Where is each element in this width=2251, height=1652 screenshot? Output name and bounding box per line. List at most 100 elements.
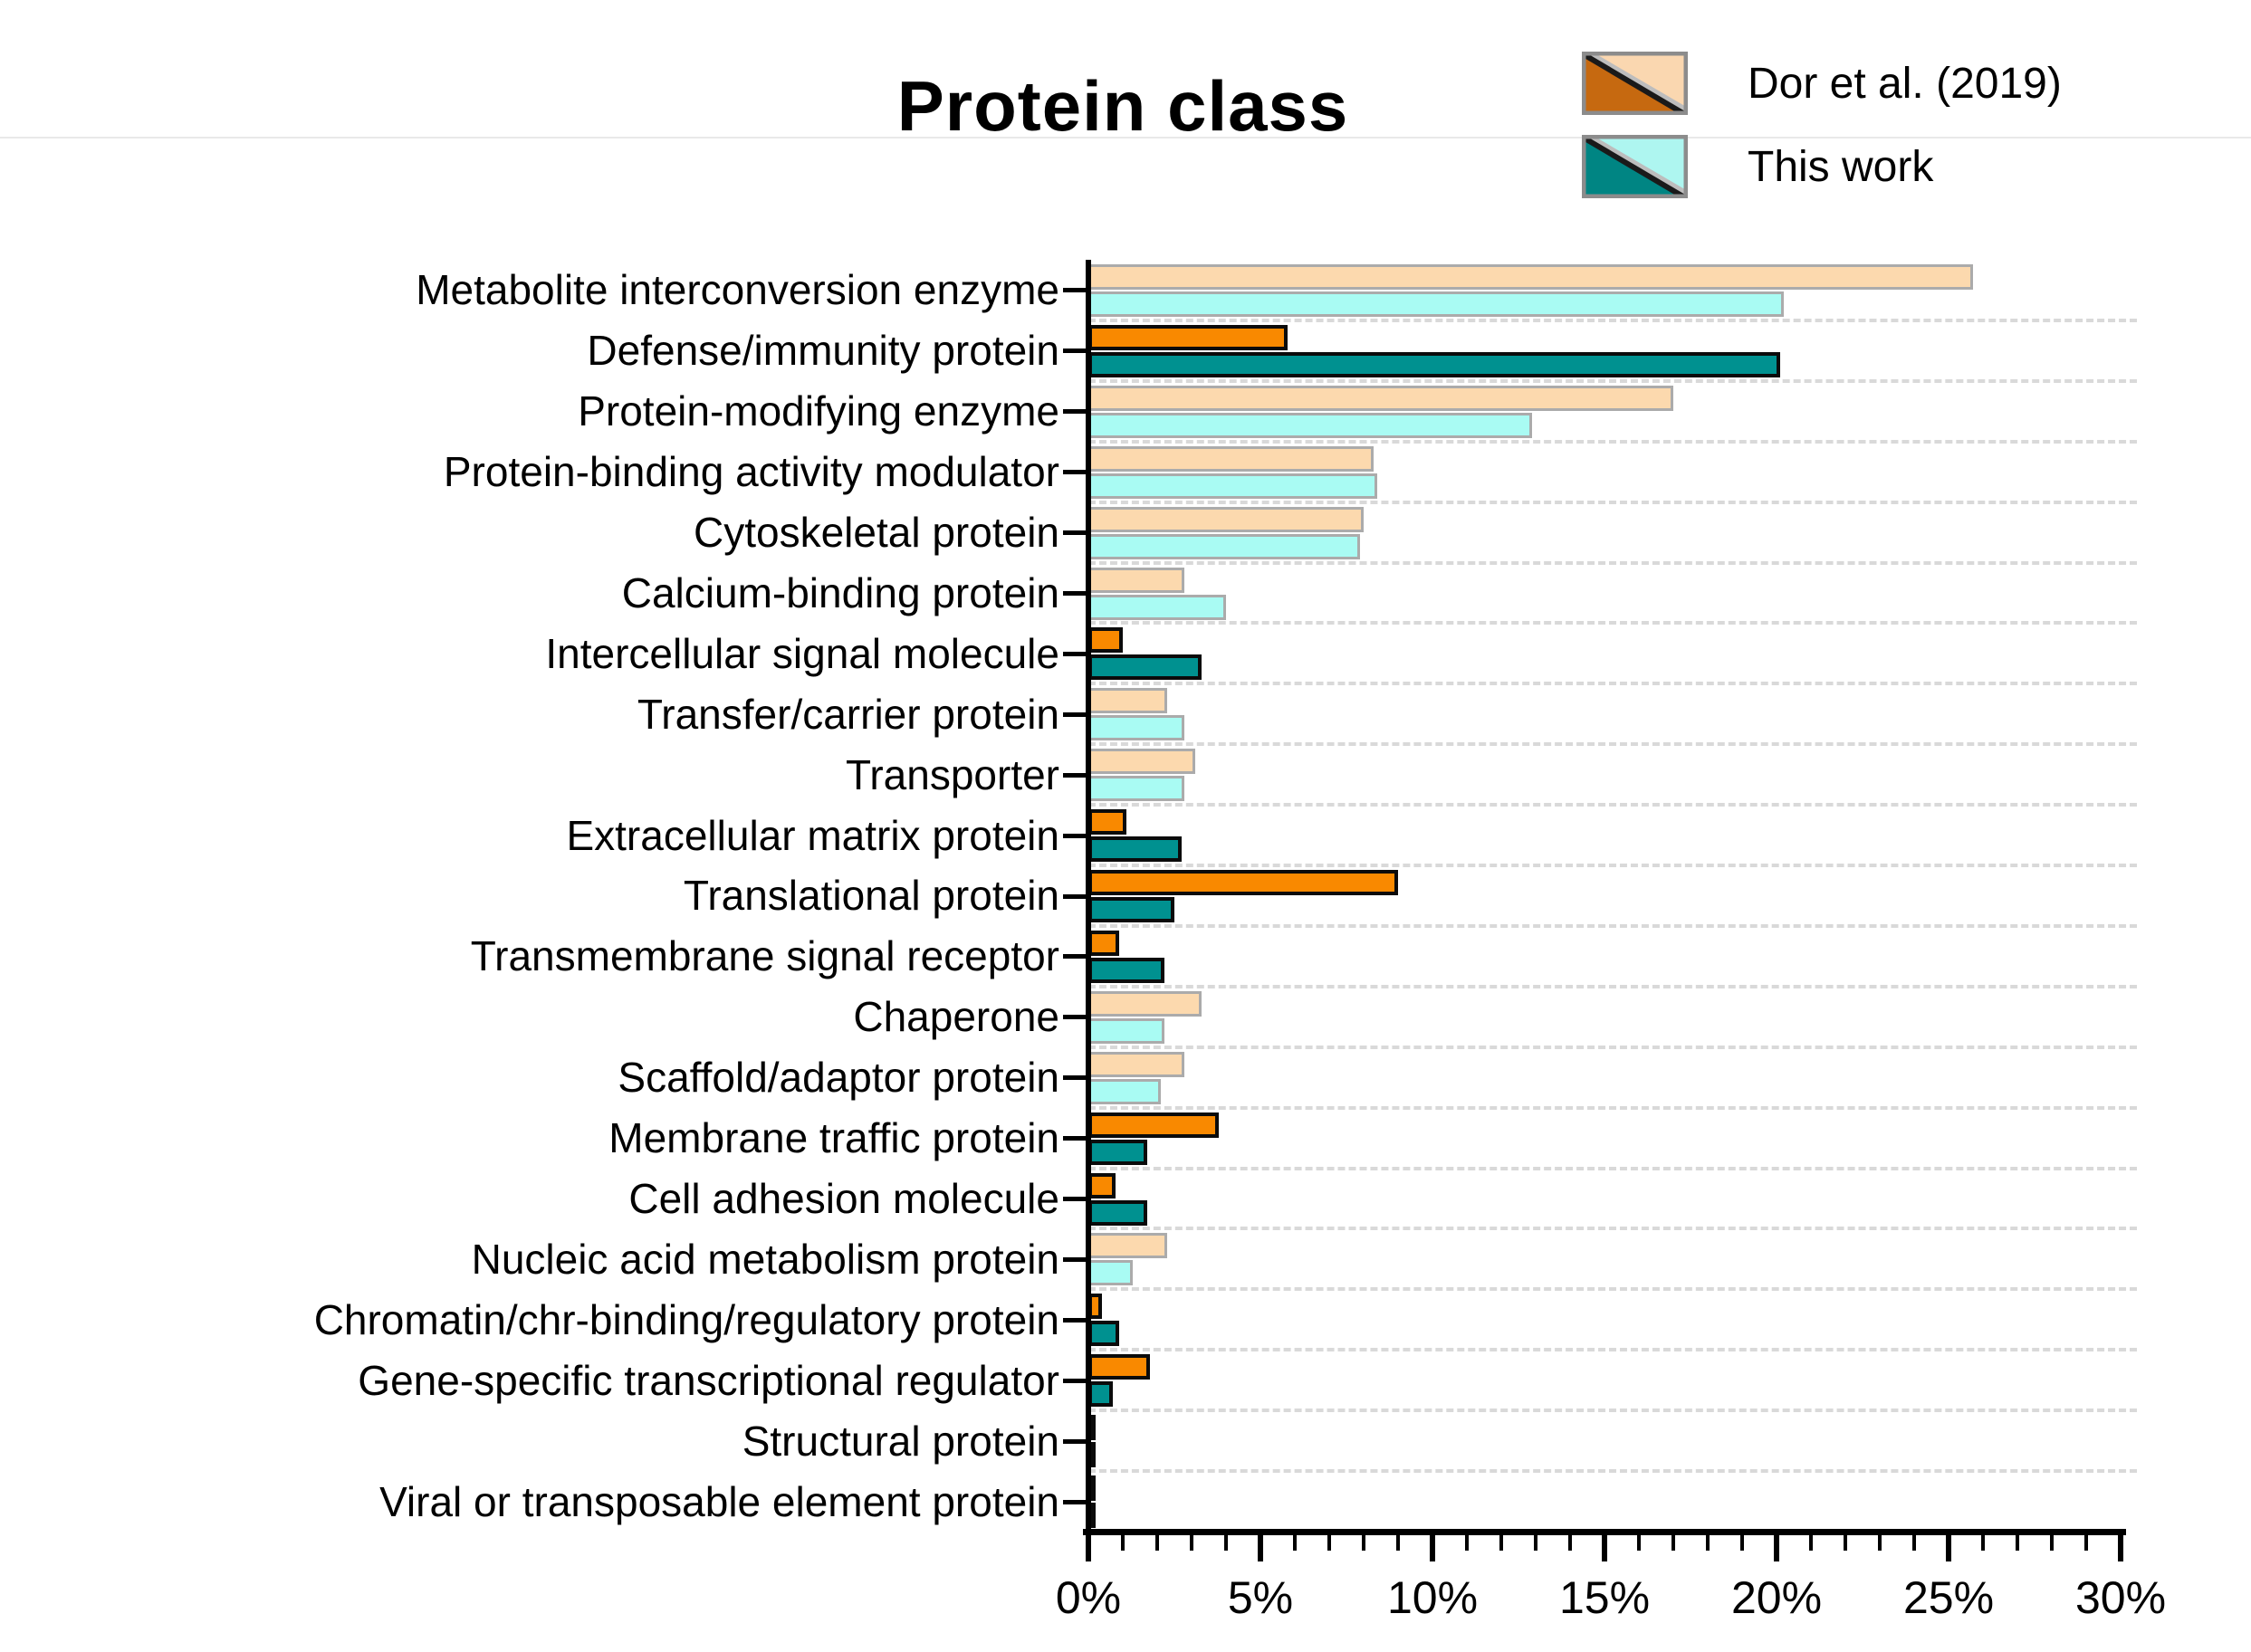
- bar-dor: [1088, 990, 1202, 1017]
- x-tick-minor: [1396, 1534, 1400, 1551]
- gridline: [1088, 500, 2137, 504]
- x-tick-minor: [1809, 1534, 1813, 1551]
- y-tick: [1063, 288, 1088, 293]
- gridline: [1088, 803, 2137, 807]
- gridline: [1088, 682, 2137, 686]
- y-tick: [1063, 833, 1088, 838]
- bar-dor: [1088, 1233, 1168, 1259]
- x-tick-minor: [1706, 1534, 1710, 1551]
- y-tick: [1063, 1499, 1088, 1504]
- y-tick: [1063, 1136, 1088, 1141]
- x-tick-label: 15%: [1558, 1572, 1651, 1623]
- x-tick-major: [1602, 1534, 1607, 1561]
- bar-this-work: [1088, 1199, 1147, 1226]
- y-tick: [1063, 1197, 1088, 1202]
- legend-item-dor: Dor et al. (2019): [1582, 52, 2062, 115]
- category-label: Chaperone: [853, 993, 1059, 1041]
- category-label: Structural protein: [742, 1417, 1059, 1465]
- bar-dor: [1088, 385, 1673, 411]
- bar-dor: [1088, 688, 1168, 714]
- y-tick: [1063, 1317, 1088, 1323]
- bar-dor: [1088, 506, 1364, 532]
- y-tick: [1063, 1378, 1088, 1383]
- x-tick-minor: [1121, 1534, 1125, 1551]
- x-tick-minor: [2084, 1534, 2088, 1551]
- background-faint-line: [0, 137, 2251, 138]
- x-tick-minor: [1327, 1534, 1331, 1551]
- bar-this-work: [1088, 654, 1202, 681]
- x-tick-major: [1258, 1534, 1263, 1561]
- bar-this-work: [1088, 957, 1164, 983]
- legend-item-this-work: This work: [1582, 135, 1933, 198]
- gridline: [1088, 984, 2137, 988]
- bar-dor: [1088, 324, 1288, 350]
- bar-this-work: [1088, 473, 1378, 499]
- bar-dor: [1088, 930, 1120, 956]
- x-tick-minor: [1465, 1534, 1469, 1551]
- gridline: [1088, 621, 2137, 625]
- y-tick: [1063, 1256, 1088, 1262]
- x-tick-major: [1774, 1534, 1779, 1561]
- category-label: Cytoskeletal protein: [694, 509, 1059, 557]
- category-label: Scaffold/adaptor protein: [618, 1054, 1059, 1102]
- x-tick-minor: [1499, 1534, 1503, 1551]
- x-tick-minor: [1534, 1534, 1537, 1551]
- x-tick-minor: [2050, 1534, 2054, 1551]
- x-tick-major: [1086, 1534, 1091, 1561]
- bar-dor: [1088, 627, 1123, 654]
- bar-this-work: [1088, 776, 1185, 802]
- x-tick-label: 25%: [1902, 1572, 1995, 1623]
- category-label: Protein-binding activity modulator: [443, 448, 1059, 496]
- gridline: [1088, 1105, 2137, 1110]
- x-tick-minor: [1568, 1534, 1572, 1551]
- bar-this-work: [1088, 351, 1780, 377]
- y-tick: [1063, 893, 1088, 899]
- category-label: Defense/immunity protein: [587, 327, 1059, 375]
- category-label: Translational protein: [683, 872, 1059, 920]
- gridline: [1088, 923, 2137, 928]
- category-label: Gene-specific transcriptional regulator: [358, 1356, 1059, 1404]
- bar-this-work: [1088, 1078, 1161, 1104]
- y-tick: [1063, 1075, 1088, 1081]
- x-tick-minor: [1637, 1534, 1641, 1551]
- category-label: Protein-modifying enzyme: [578, 387, 1059, 435]
- bar-this-work: [1088, 1017, 1164, 1044]
- bar-this-work: [1088, 594, 1226, 620]
- bar-dor: [1088, 749, 1195, 775]
- category-label: Transmembrane signal receptor: [470, 932, 1059, 980]
- x-tick-minor: [1362, 1534, 1365, 1551]
- bar-dor: [1088, 1354, 1151, 1380]
- x-tick-minor: [1740, 1534, 1744, 1551]
- x-tick-minor: [1190, 1534, 1193, 1551]
- gridline: [1088, 318, 2137, 322]
- y-tick: [1063, 590, 1088, 596]
- category-label: Metabolite interconversion enzyme: [416, 266, 1059, 314]
- gridline: [1088, 439, 2137, 444]
- x-tick-major: [1946, 1534, 1951, 1561]
- x-tick-minor: [1981, 1534, 1985, 1551]
- category-label: Intercellular signal molecule: [545, 629, 1059, 677]
- bar-dor: [1088, 567, 1185, 593]
- y-tick: [1063, 1438, 1088, 1444]
- x-tick-label: 20%: [1730, 1572, 1823, 1623]
- x-tick-minor: [1293, 1534, 1297, 1551]
- bar-this-work: [1088, 1321, 1120, 1347]
- gridline: [1088, 1408, 2137, 1413]
- gridline: [1088, 378, 2137, 383]
- x-tick-label: 10%: [1386, 1572, 1479, 1623]
- x-tick-minor: [1912, 1534, 1916, 1551]
- x-tick-label: 30%: [2074, 1572, 2167, 1623]
- bar-this-work: [1088, 715, 1185, 741]
- bar-dor: [1088, 1051, 1185, 1077]
- legend-label-dor: Dor et al. (2019): [1748, 59, 2062, 108]
- legend-swatch-this-work-icon: [1582, 135, 1688, 198]
- gridline: [1088, 1287, 2137, 1292]
- y-tick: [1063, 772, 1088, 778]
- bar-this-work: [1088, 412, 1533, 438]
- y-tick: [1063, 954, 1088, 960]
- bar-dor: [1088, 809, 1126, 836]
- x-tick-minor: [1671, 1534, 1675, 1551]
- legend-label-this-work: This work: [1748, 142, 1934, 191]
- bar-dor: [1088, 445, 1375, 472]
